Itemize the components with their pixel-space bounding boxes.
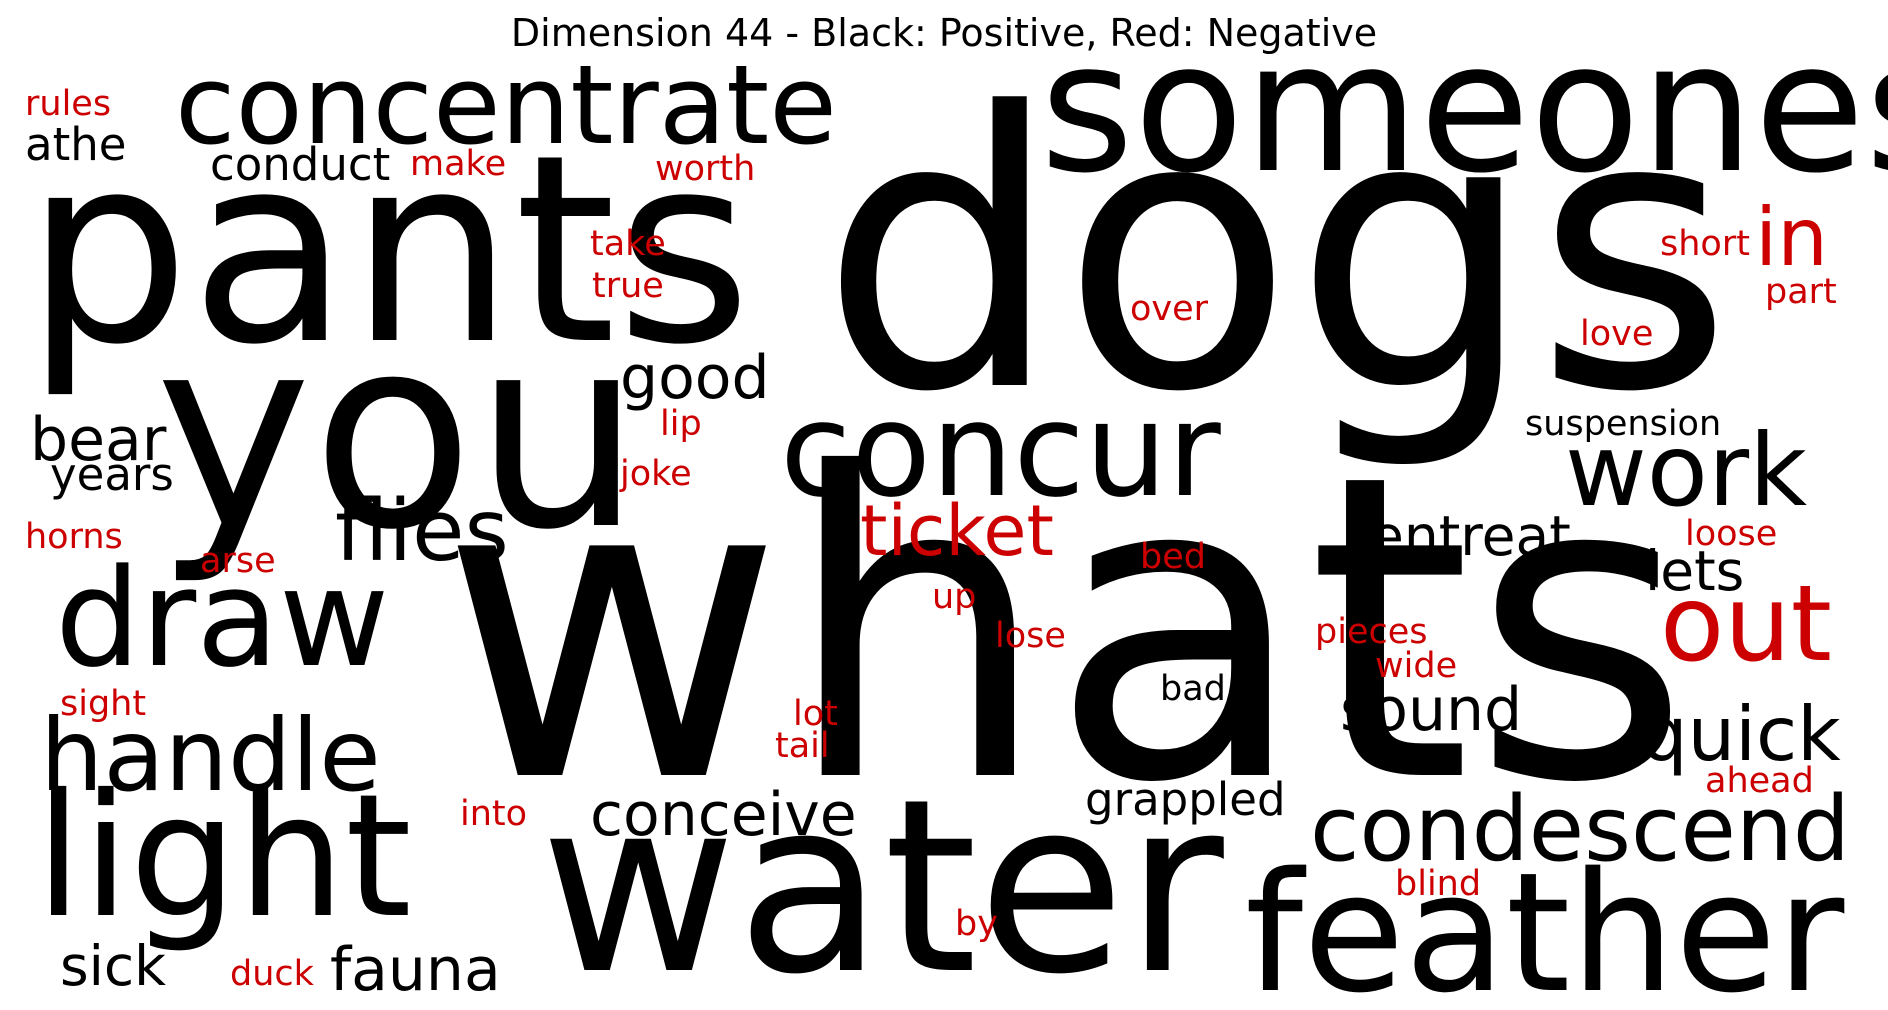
word-wide: wide [1375,646,1457,686]
word-into: into [460,794,527,834]
word-love: love [1580,314,1653,354]
word-good: good [620,343,770,413]
word-condescend: condescend [1310,777,1850,882]
word-conduct: conduct [210,138,390,191]
word-take: take [590,224,666,264]
word-horns: horns [25,517,123,557]
word-blind: blind [1395,864,1481,904]
word-pants: pants [25,100,752,402]
word-lose: lose [995,616,1066,656]
word-years: years [50,448,174,501]
word-arse: arse [200,541,276,581]
word-draw: draw [55,540,389,697]
word-suspension: suspension [1525,404,1721,444]
word-loose: loose [1685,514,1777,554]
word-sight: sight [60,684,146,724]
word-sound: sound [1340,675,1522,745]
word-light: light [35,758,412,956]
word-dogs: dogs [820,32,1733,475]
word-ahead: ahead [1705,761,1814,801]
word-ticket: ticket [860,490,1054,572]
word-work: work [1565,412,1807,529]
word-fauna: fauna [330,935,501,1005]
word-handle: handle [40,697,381,814]
word-make: make [410,144,506,184]
word-entreat: entreat [1370,504,1571,568]
word-concur: concur [780,374,1221,526]
word-tail: tail [775,726,830,766]
word-flies: flies [335,482,509,581]
word-rules: rules [25,84,111,124]
word-by: by [955,904,998,944]
word-lot: lot [793,694,838,734]
word-lip: lip [660,404,702,444]
chart-title: Dimension 44 - Black: Positive, Red: Neg… [510,11,1378,55]
word-bed: bed [1140,537,1206,577]
word-whats: whats [440,386,1691,875]
word-in: in [1755,191,1828,284]
word-lets: lets [1645,539,1744,603]
word-up: up [932,577,976,617]
word-grappled: grappled [1085,773,1286,826]
word-over: over [1130,289,1209,329]
word-sick: sick [60,934,166,998]
word-duck: duck [230,954,315,994]
word-out: out [1660,563,1832,685]
word-feather: feather [1245,837,1844,1010]
word-true: true [592,266,664,306]
word-bad: bad [1160,669,1226,709]
word-joke: joke [619,454,692,494]
word-part: part [1765,272,1837,312]
word-worth: worth [655,149,755,189]
word-short: short [1660,224,1750,264]
word-athe: athe [25,118,126,171]
word-conceive: conceive [590,780,857,850]
word-quick: quick [1640,690,1841,778]
word-someones: someones [1040,4,1888,213]
word-pieces: pieces [1315,612,1428,652]
word-concentrate: concentrate [175,41,837,169]
word-water: water [540,747,1224,1010]
word-you: you [155,280,642,588]
word-bear: bear [30,405,167,475]
